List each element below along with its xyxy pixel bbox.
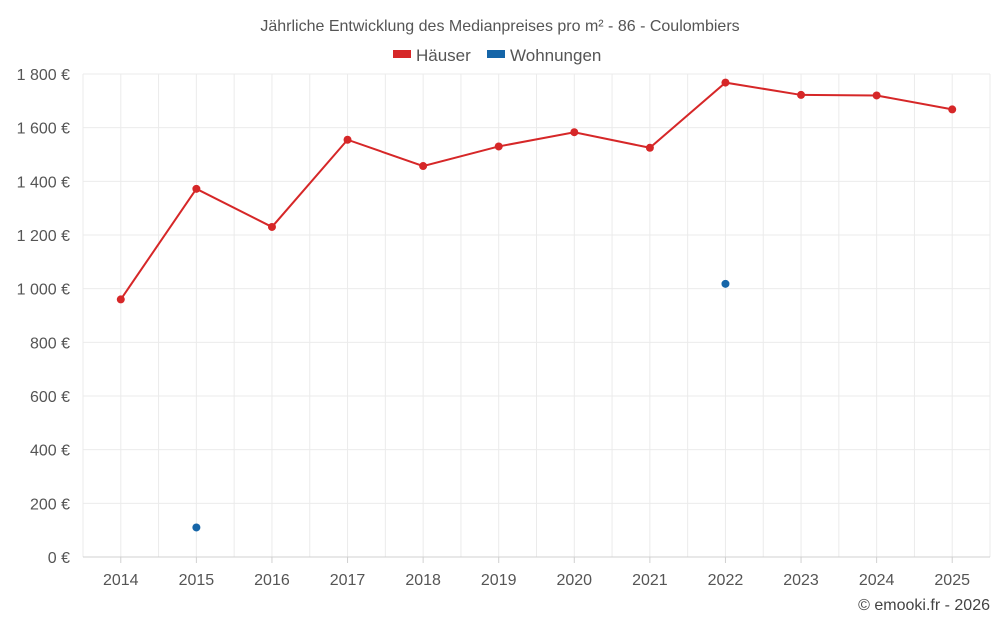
y-tick-label: 1 000 € <box>17 282 70 299</box>
data-point[interactable] <box>570 128 579 137</box>
legend: Häuser Wohnungen <box>393 46 601 65</box>
legend-label[interactable]: Wohnungen <box>510 46 601 65</box>
data-point[interactable] <box>494 142 503 151</box>
x-tick-label: 2014 <box>103 572 139 589</box>
data-point[interactable] <box>267 222 276 231</box>
grid <box>82 73 991 557</box>
series <box>116 78 957 532</box>
y-tick-label: 400 € <box>30 443 70 460</box>
y-tick-label: 1 400 € <box>17 174 70 191</box>
data-point[interactable] <box>645 143 654 152</box>
y-tick-label: 0 € <box>48 550 70 567</box>
y-tick-label: 1 200 € <box>17 228 70 245</box>
axes: 0 € 200 € 400 € 600 € 800 € 1 000 € 1 200 € 1 4… <box>17 67 990 589</box>
x-tick-label: 2025 <box>934 572 970 589</box>
data-point[interactable] <box>797 90 806 99</box>
x-tick-label: 2017 <box>330 572 366 589</box>
y-tick-label: 200 € <box>30 496 70 513</box>
x-tick-label: 2019 <box>481 572 517 589</box>
chart-title: Jährliche Entwicklung des Medianpreises … <box>260 18 739 35</box>
data-point[interactable] <box>343 135 352 144</box>
data-point[interactable] <box>192 523 201 532</box>
legend-label[interactable]: Häuser <box>416 46 471 65</box>
data-point[interactable] <box>419 162 428 171</box>
data-point[interactable] <box>721 78 730 87</box>
x-tick-label: 2022 <box>708 572 744 589</box>
x-tick-label: 2016 <box>254 572 290 589</box>
x-tick-label: 2023 <box>783 572 819 589</box>
x-tick-label: 2020 <box>556 572 592 589</box>
data-point[interactable] <box>192 184 201 193</box>
data-point[interactable] <box>948 105 957 114</box>
y-tick-label: 1 800 € <box>17 67 70 84</box>
series-Häuser <box>116 78 957 304</box>
credit-text: © emooki.fr - 2026 <box>858 597 990 614</box>
data-point[interactable] <box>872 91 881 100</box>
data-point[interactable] <box>721 279 730 288</box>
series-line <box>119 81 953 300</box>
y-tick-label: 800 € <box>30 335 70 352</box>
x-tick-label: 2021 <box>632 572 668 589</box>
x-tick-label: 2015 <box>179 572 215 589</box>
x-tick-label: 2018 <box>405 572 441 589</box>
legend-swatch <box>487 50 505 58</box>
y-tick-label: 1 600 € <box>17 121 70 138</box>
series-Wohnungen <box>192 279 730 532</box>
x-tick-label: 2024 <box>859 572 895 589</box>
data-point[interactable] <box>116 295 125 304</box>
y-tick-label: 600 € <box>30 389 70 406</box>
legend-swatch <box>393 50 411 58</box>
